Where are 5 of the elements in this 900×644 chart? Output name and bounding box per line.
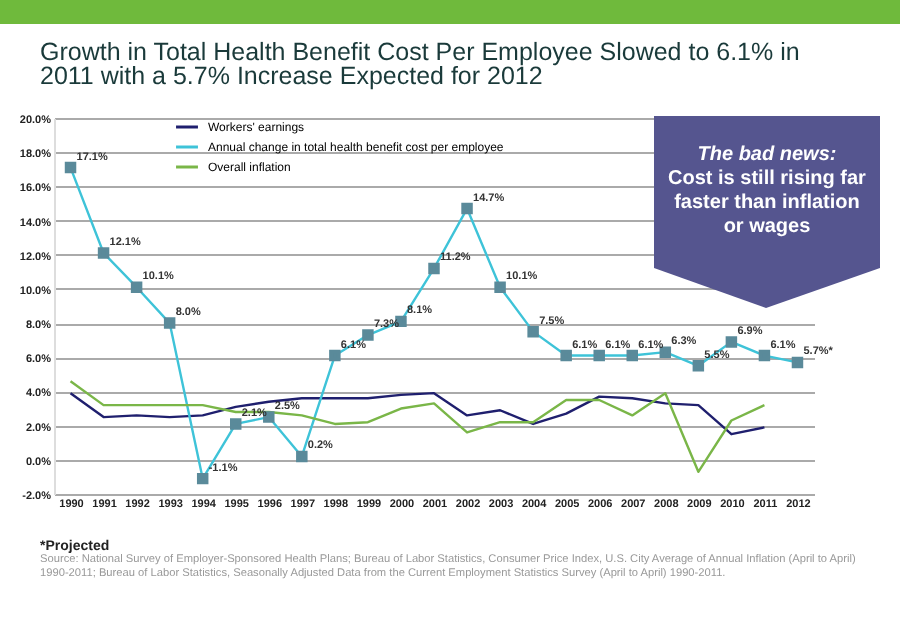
annotation: The bad news: [697, 144, 837, 166]
annotation: Cost is still rising far faster than inflation or wages [668, 168, 866, 238]
chart-title: Growth in Total Health Benefit Cost Per Employee Slowed to 6.1% in 2011 with a 5.7% Increase Expected for 2012 [40, 38, 802, 90]
line-series [69, 391, 766, 436]
line-series [69, 380, 766, 473]
